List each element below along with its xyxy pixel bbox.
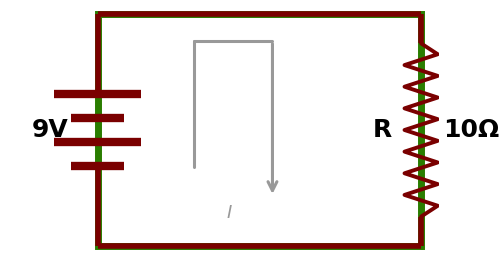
Text: R: R xyxy=(373,118,392,142)
Text: 9V: 9V xyxy=(32,118,68,142)
Bar xyxy=(98,14,421,246)
Text: I: I xyxy=(226,204,232,222)
Text: 10Ω: 10Ω xyxy=(443,118,499,142)
